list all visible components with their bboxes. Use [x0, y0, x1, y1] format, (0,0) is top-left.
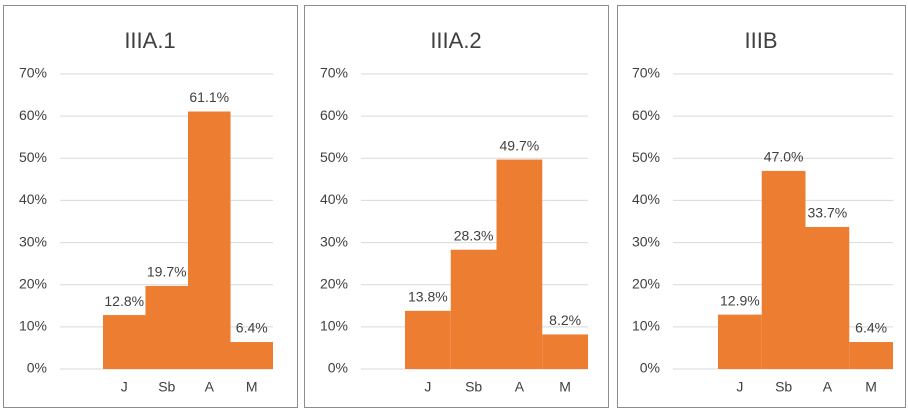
y-tick-label: 70%: [632, 65, 660, 81]
value-label: 19.7%: [147, 264, 187, 280]
value-label: 61.1%: [189, 89, 229, 105]
bar: [761, 170, 806, 369]
x-tick-label: J: [736, 379, 743, 395]
bar: [405, 310, 451, 369]
x-tick-label: Sb: [158, 379, 175, 395]
y-tick-label: 50%: [320, 149, 348, 165]
y-tick-label: 10%: [19, 318, 47, 334]
bar: [188, 111, 231, 369]
y-tick-label: 70%: [320, 65, 348, 81]
bar: [718, 314, 762, 369]
y-tick-label: 50%: [19, 149, 47, 165]
x-tick-label: A: [205, 379, 215, 395]
y-tick-label: 20%: [19, 275, 47, 291]
value-label: 33.7%: [808, 205, 848, 221]
y-tick-label: 30%: [632, 233, 660, 249]
y-tick-label: 40%: [320, 191, 348, 207]
y-tick-label: 10%: [320, 318, 348, 334]
x-tick-label: J: [424, 379, 431, 395]
bar: [103, 315, 146, 369]
value-label: 28.3%: [454, 227, 494, 243]
x-tick-label: Sb: [465, 379, 482, 395]
bar: [230, 342, 273, 369]
y-tick-label: 60%: [19, 107, 47, 123]
value-label: 12.8%: [104, 293, 144, 309]
y-tick-label: 70%: [19, 65, 47, 81]
bar: [849, 342, 893, 369]
y-tick-label: 20%: [320, 275, 348, 291]
y-tick-label: 50%: [632, 149, 660, 165]
bar: [805, 226, 850, 369]
y-tick-label: 60%: [320, 107, 348, 123]
y-tick-label: 0%: [27, 360, 47, 376]
y-tick-label: 0%: [640, 360, 660, 376]
bar: [145, 285, 188, 369]
chart-title: IIIB: [744, 28, 777, 53]
value-label: 6.4%: [236, 320, 268, 336]
value-label: 6.4%: [855, 320, 887, 336]
chart-title: IIIA.2: [430, 28, 481, 53]
x-tick-label: A: [823, 379, 833, 395]
value-label: 8.2%: [549, 312, 581, 328]
value-label: 13.8%: [408, 289, 448, 305]
y-tick-label: 40%: [19, 191, 47, 207]
x-tick-label: M: [246, 379, 258, 395]
x-tick-label: A: [515, 379, 525, 395]
x-tick-label: J: [121, 379, 128, 395]
value-label: 47.0%: [764, 149, 804, 165]
y-tick-label: 0%: [328, 360, 348, 376]
bar: [450, 249, 497, 369]
y-tick-label: 40%: [632, 191, 660, 207]
value-label: 12.9%: [720, 292, 760, 308]
x-tick-label: M: [559, 379, 571, 395]
y-tick-label: 30%: [19, 233, 47, 249]
y-tick-label: 30%: [320, 233, 348, 249]
value-label: 49.7%: [500, 137, 540, 153]
bar: [542, 334, 588, 369]
y-tick-label: 60%: [632, 107, 660, 123]
x-tick-label: Sb: [775, 379, 792, 395]
y-tick-label: 10%: [632, 318, 660, 334]
x-tick-label: M: [865, 379, 877, 395]
bar: [496, 159, 543, 369]
y-tick-label: 20%: [632, 275, 660, 291]
chart-title: IIIA.1: [124, 28, 175, 53]
